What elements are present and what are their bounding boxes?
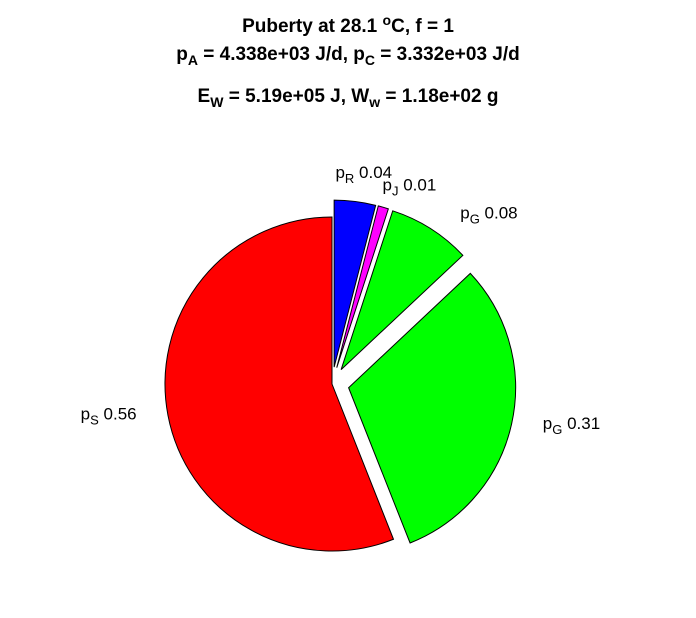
pie-slice-1	[336, 205, 389, 368]
pie-slice-4	[164, 216, 395, 552]
pie-slice-0	[333, 199, 377, 368]
pie-slice-3	[348, 272, 517, 544]
slice-label-2: pG 0.08	[460, 203, 517, 226]
title-line-2: pA = 4.338e+03 J/d, pC = 3.332e+03 J/d	[176, 44, 520, 68]
pie-slice-2	[340, 210, 464, 371]
slice-label-4: pS 0.56	[81, 404, 137, 427]
title-line-3: EW = 5.19e+05 J, Ww = 1.18e+02 g	[197, 86, 499, 110]
slice-label-0: pR 0.04	[335, 163, 392, 186]
title-line-1: Puberty at 28.1 oC, f = 1	[242, 12, 454, 37]
slice-label-3: pG 0.31	[543, 414, 600, 437]
slice-label-1: pJ 0.01	[383, 175, 437, 198]
